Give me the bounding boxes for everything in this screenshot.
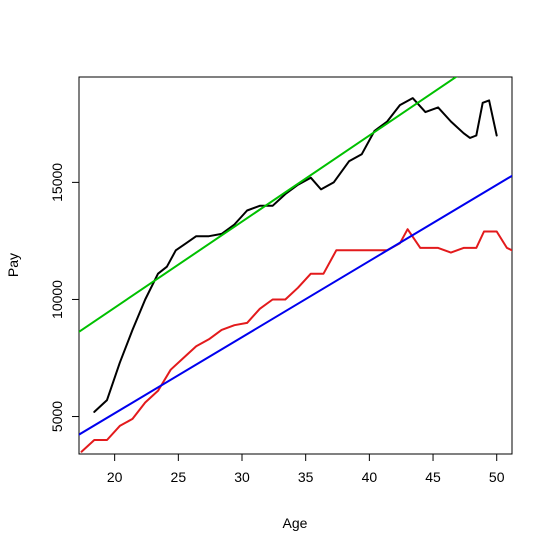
x-tick-label: 25 xyxy=(171,469,187,485)
y-axis: 5000 10000 15000 xyxy=(49,163,79,432)
y-tick-label: 5000 xyxy=(49,401,65,432)
series-line-2 xyxy=(80,228,512,453)
series-line-4 xyxy=(79,174,512,436)
x-tick-label: 50 xyxy=(489,469,505,485)
x-tick-label: 45 xyxy=(425,469,441,485)
series-line-1 xyxy=(93,97,498,413)
x-tick-label: 35 xyxy=(298,469,314,485)
x-tick-label: 20 xyxy=(107,469,123,485)
series-layer xyxy=(79,77,512,453)
y-tick-label: 15000 xyxy=(49,163,65,202)
x-axis: 20 25 30 35 40 45 50 xyxy=(107,454,505,485)
x-axis-label: Age xyxy=(283,515,308,531)
series-line-3 xyxy=(79,77,458,333)
y-tick-label: 10000 xyxy=(49,280,65,319)
x-tick-label: 30 xyxy=(234,469,250,485)
plot-frame xyxy=(78,76,513,455)
x-tick-label: 40 xyxy=(362,469,378,485)
y-axis-label: Pay xyxy=(5,253,21,277)
